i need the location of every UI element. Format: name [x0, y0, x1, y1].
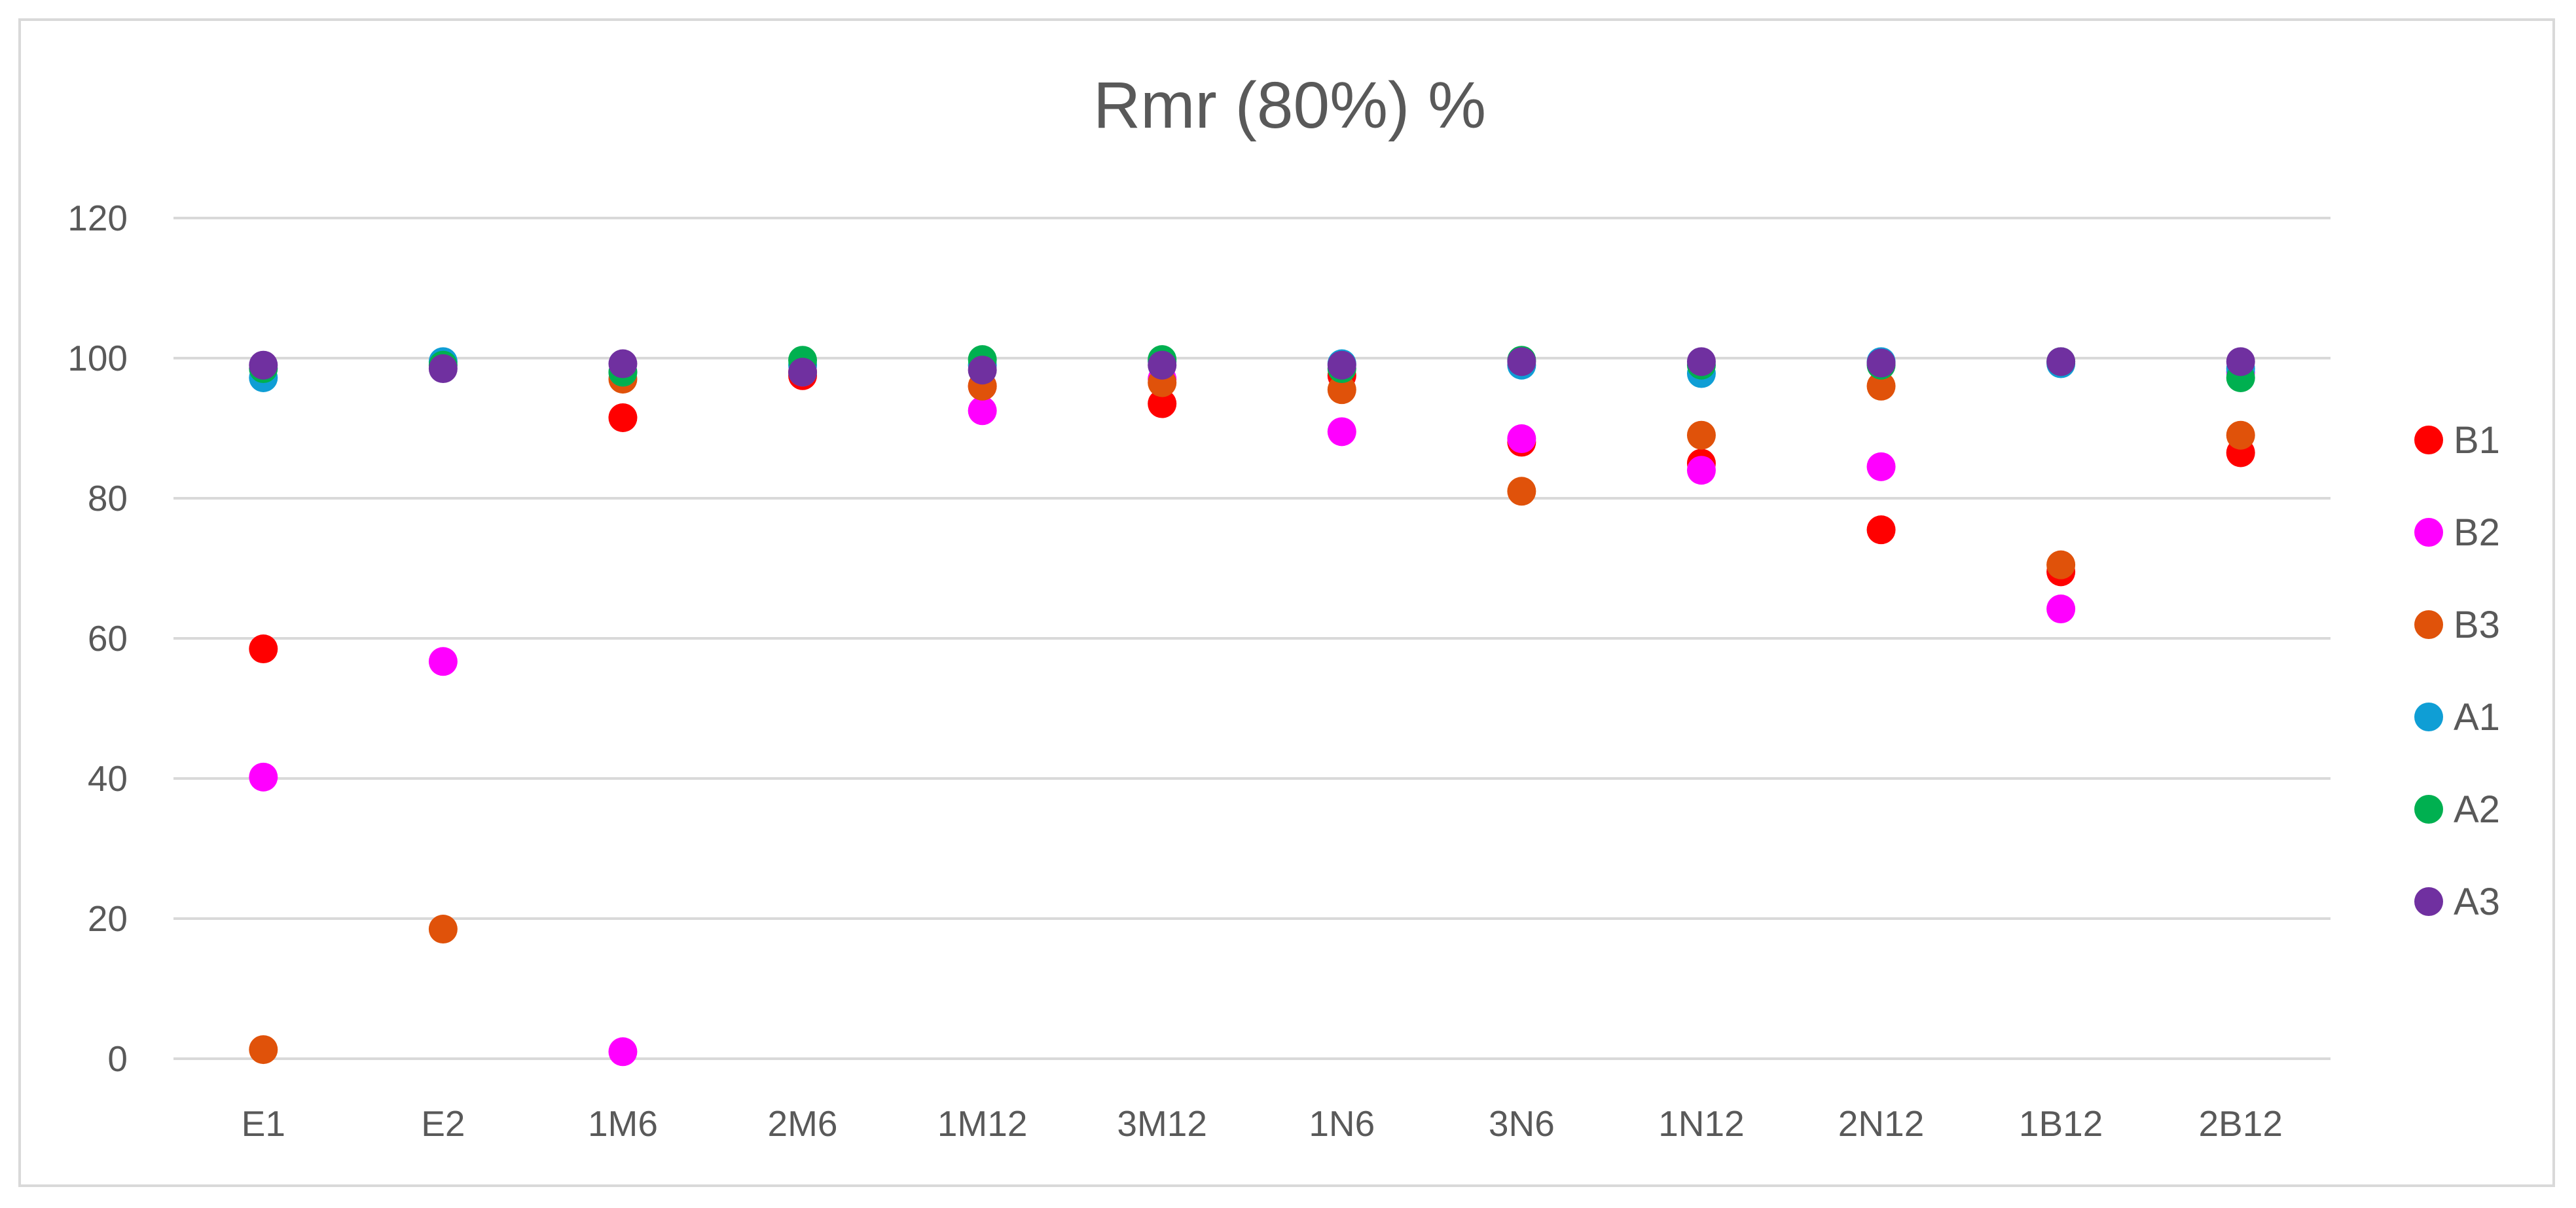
point-b2-1m12: [968, 396, 997, 426]
point-a3-1b12: [2046, 347, 2076, 376]
point-b2-3n6: [1507, 424, 1536, 454]
y-tick-label: 80: [88, 478, 128, 519]
point-a3-1n12: [1686, 347, 1716, 376]
y-axis-ticks: 0 20 40 60 80 100 120: [67, 198, 128, 1079]
x-tick-label: 2B12: [2198, 1103, 2282, 1144]
point-a3-1m6: [608, 349, 638, 378]
y-tick-label: 100: [67, 338, 128, 378]
legend-label: B1: [2454, 419, 2500, 462]
y-tick-label: 20: [88, 898, 128, 939]
legend-label: B3: [2454, 604, 2500, 646]
point-b2-1m6: [608, 1037, 638, 1067]
x-tick-label: 1B12: [2019, 1103, 2103, 1144]
point-b1-2n12: [1866, 515, 1896, 545]
point-b3-e2: [428, 915, 458, 944]
x-tick-label: 3N6: [1489, 1103, 1555, 1144]
gridlines: [173, 217, 2331, 1060]
legend-item-b3: B3: [2414, 604, 2500, 646]
point-b3-1n12: [1686, 420, 1716, 450]
point-b3-2b12: [2226, 420, 2255, 450]
x-tick-label: 1M12: [937, 1103, 1028, 1144]
legend-label: B2: [2454, 511, 2500, 554]
point-a3-3n6: [1507, 347, 1536, 376]
chart-frame: [18, 18, 2555, 1187]
point-b3-e1: [249, 1035, 278, 1065]
point-b2-1n12: [1686, 456, 1716, 485]
point-a3-3m12: [1148, 350, 1177, 380]
point-b2-1n6: [1327, 417, 1356, 447]
legend-item-b1: B1: [2414, 419, 2500, 462]
point-a3-2b12: [2226, 347, 2255, 376]
legend: B1 B2 B3 A1 A2 A3: [2414, 419, 2500, 923]
legend-item-b2: B2: [2414, 511, 2500, 554]
x-tick-label: 3M12: [1117, 1103, 1207, 1144]
x-tick-label: E2: [421, 1103, 465, 1144]
x-tick-label: 1M6: [588, 1103, 658, 1144]
point-b1-1m6: [608, 403, 638, 432]
x-tick-label: E1: [242, 1103, 285, 1144]
legend-item-a1: A1: [2414, 696, 2500, 739]
point-b2-1b12: [2046, 595, 2076, 624]
point-a3-2n12: [1866, 348, 1896, 378]
legend-item-a2: A2: [2414, 788, 2500, 831]
legend-marker: [2414, 887, 2443, 916]
y-tick-label: 120: [67, 198, 128, 238]
point-a3-2m6: [788, 357, 818, 387]
x-axis-ticks: E1 E2 1M6 2M6 1M12 3M12 1N6 3N6 1N12 2N12 1B12 2B12: [242, 1103, 2283, 1144]
legend-label: A1: [2454, 696, 2500, 739]
point-b1-3m12: [1148, 389, 1177, 418]
point-a3-1m12: [968, 356, 997, 385]
legend-label: A3: [2454, 881, 2500, 923]
legend-item-a3: A3: [2414, 881, 2500, 923]
point-a3-1n6: [1327, 350, 1356, 380]
point-b3-3n6: [1507, 477, 1536, 506]
legend-marker: [2414, 795, 2443, 824]
point-b2-e2: [428, 647, 458, 676]
point-b2-2n12: [1866, 452, 1896, 481]
point-a3-e1: [249, 350, 278, 380]
point-b3-1b12: [2046, 550, 2076, 579]
legend-marker: [2414, 703, 2443, 731]
y-tick-label: 60: [88, 618, 128, 659]
legend-marker: [2414, 610, 2443, 639]
legend-marker: [2414, 426, 2443, 454]
point-b2-e1: [249, 762, 278, 792]
chart-title: Rmr (80%) %: [1093, 69, 1486, 142]
x-tick-label: 1N6: [1309, 1103, 1375, 1144]
x-tick-label: 2M6: [768, 1103, 838, 1144]
legend-marker: [2414, 518, 2443, 547]
data-points: [249, 345, 2255, 1067]
point-b3-1n6: [1327, 375, 1356, 405]
point-b1-e1: [249, 634, 278, 664]
y-tick-label: 0: [107, 1038, 128, 1079]
x-tick-label: 1N12: [1658, 1103, 1744, 1144]
x-tick-label: 2N12: [1838, 1103, 1924, 1144]
y-tick-label: 40: [88, 758, 128, 799]
legend-label: A2: [2454, 788, 2500, 831]
point-b3-2n12: [1866, 371, 1896, 401]
point-a3-e2: [428, 354, 458, 384]
